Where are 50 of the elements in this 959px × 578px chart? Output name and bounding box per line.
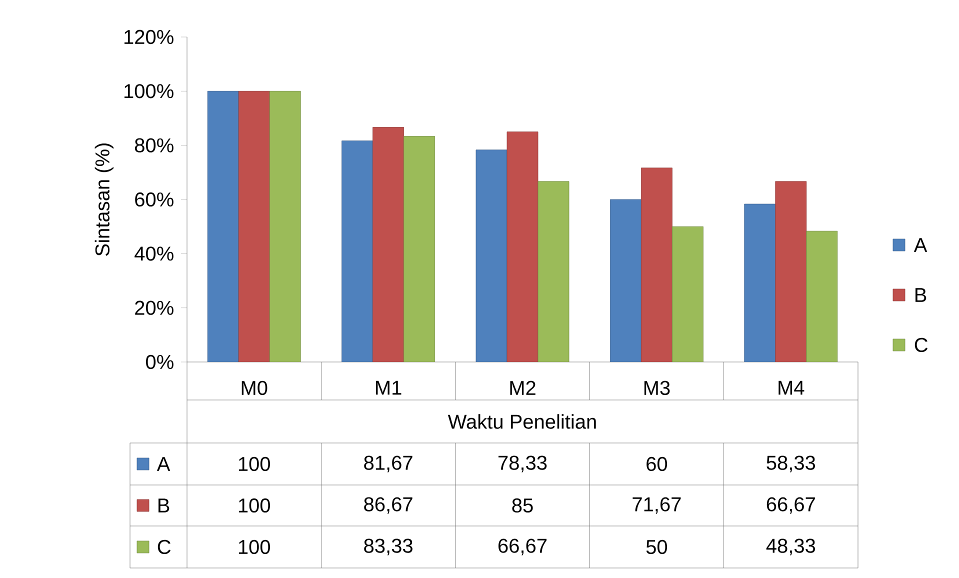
bar (538, 181, 570, 362)
data-label: 85 (512, 498, 533, 513)
legend-label: B (916, 288, 926, 302)
data-label: 66,67 (766, 497, 815, 514)
data-label: 71,67 (632, 497, 681, 514)
x-tick-label: M4 (778, 380, 804, 395)
data-label: 100 (238, 540, 270, 554)
bar (775, 181, 807, 362)
data-label: 66,67 (498, 538, 547, 556)
y-tick-label: 60% (135, 192, 174, 207)
bar (744, 204, 776, 362)
data-label: 100 (238, 498, 270, 513)
data-label: 83,33 (364, 538, 412, 556)
data-label: 58,33 (766, 456, 816, 472)
bar (404, 136, 436, 362)
bar (207, 90, 239, 362)
x-tick-label: M2 (510, 380, 536, 395)
data-label: 78,33 (498, 456, 547, 472)
data-label: 86,67 (364, 497, 412, 514)
x-tick-label: M0 (242, 380, 268, 396)
bar (342, 140, 374, 362)
bar (610, 199, 642, 362)
y-axis-title: Sintasan (%) (94, 144, 114, 256)
text: A (914, 238, 928, 252)
text: B (158, 498, 170, 512)
x-tick-label: M3 (644, 380, 670, 396)
bar (506, 132, 538, 362)
x-tick-label: M1 (376, 380, 402, 395)
legend-label: A (156, 457, 170, 471)
bar (476, 150, 508, 362)
x-axis-title: Waktu Penelitian (448, 414, 596, 429)
data-label: 60 (646, 456, 668, 472)
bar (238, 90, 270, 362)
y-tick-label: 120% (124, 30, 174, 44)
legend-label: C (914, 338, 928, 352)
y-tick-label: 0% (146, 354, 174, 370)
bar (806, 230, 838, 362)
bar (372, 127, 404, 362)
data-label: 81,67 (364, 456, 412, 472)
y-tick-label: 100% (124, 84, 174, 98)
bar (641, 168, 672, 362)
y-tick-label: 20% (135, 300, 174, 315)
data-label: 50 (646, 540, 668, 554)
data-label: 48,33 (766, 538, 816, 556)
text: C (158, 540, 171, 554)
bar (672, 226, 704, 362)
y-tick-label: 40% (134, 246, 174, 261)
data-label: 100 (238, 456, 270, 472)
bar (269, 90, 301, 362)
y-tick-label: 80% (134, 138, 174, 152)
